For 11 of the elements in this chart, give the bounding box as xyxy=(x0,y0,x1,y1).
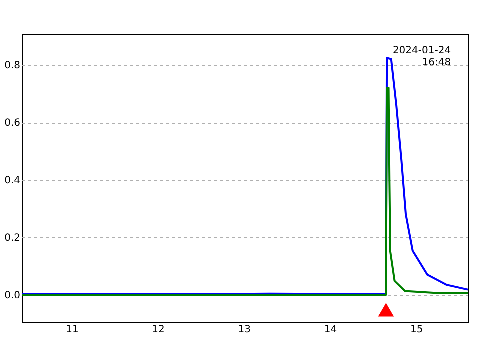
y-tick-label: 0.8 xyxy=(4,60,20,72)
x-tick-label: 15 xyxy=(410,324,424,336)
annotation: 2024-01-24 16:48 xyxy=(392,45,452,68)
y-tick-label: 0.4 xyxy=(4,176,20,187)
y-tick-label: 0.2 xyxy=(4,232,20,244)
y-tick-label: 0.0 xyxy=(4,290,20,302)
x-tick-label: 11 xyxy=(66,324,79,336)
x-tick-label: 12 xyxy=(152,324,165,336)
x-tick-label: 13 xyxy=(238,324,252,336)
x-tick-label: 14 xyxy=(324,324,338,336)
y-tick-label: 0.6 xyxy=(4,118,20,130)
